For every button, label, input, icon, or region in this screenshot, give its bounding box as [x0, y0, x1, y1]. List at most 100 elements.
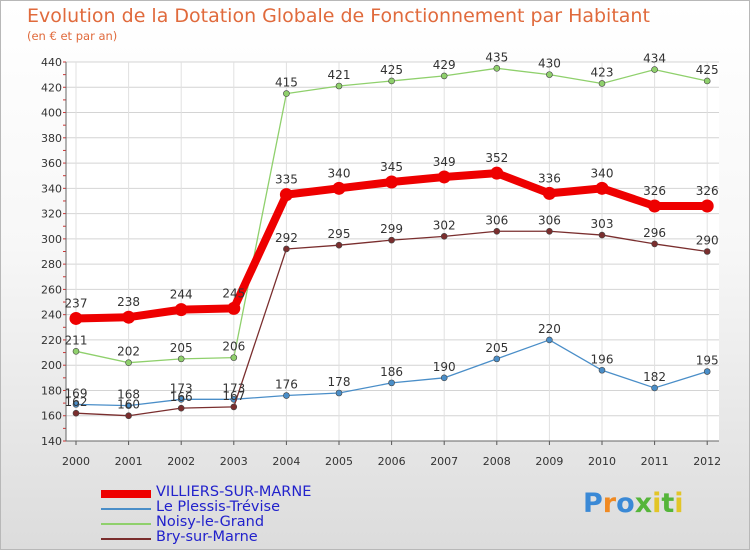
data-label-bry-sur-marne: 299 — [380, 222, 403, 236]
point-noisy-le-grand — [703, 77, 711, 85]
data-label-villiers-sur-marne: 244 — [170, 288, 193, 302]
x-tick-label: 2005 — [325, 455, 353, 468]
x-tick-label: 2006 — [378, 455, 406, 468]
point-noisy-le-grand — [283, 90, 290, 97]
legend-label: VILLIERS-SUR-MARNE — [156, 484, 312, 500]
data-label-noisy-le-grand: 211 — [65, 333, 88, 347]
point-le-plessis-trevise — [651, 384, 658, 392]
data-label-noisy-le-grand: 429 — [433, 58, 456, 72]
y-tick-label: 260 — [41, 283, 62, 296]
point-villiers-sur-marne — [69, 311, 83, 325]
point-bry-sur-marne — [125, 412, 132, 420]
data-label-villiers-sur-marne: 336 — [538, 171, 561, 185]
y-tick-label: 340 — [41, 182, 62, 195]
point-villiers-sur-marne — [595, 181, 609, 195]
point-noisy-le-grand — [177, 355, 185, 363]
data-label-le-plessis-trevise: 176 — [275, 378, 298, 392]
y-tick-label: 420 — [41, 81, 62, 94]
data-label-bry-sur-marne: 306 — [538, 213, 561, 227]
y-tick-label: 400 — [41, 107, 62, 120]
data-label-noisy-le-grand: 425 — [380, 63, 403, 77]
legend-label: Noisy-le-Grand — [156, 514, 265, 530]
legend-swatch — [101, 508, 151, 510]
y-tick-label: 300 — [41, 233, 62, 246]
data-label-villiers-sur-marne: 326 — [696, 184, 719, 198]
data-label-bry-sur-marne: 160 — [117, 398, 140, 412]
data-label-bry-sur-marne: 290 — [696, 234, 719, 248]
data-label-bry-sur-marne: 306 — [485, 213, 508, 227]
data-label-le-plessis-trevise: 190 — [433, 360, 456, 374]
point-noisy-le-grand — [651, 66, 658, 73]
data-label-noisy-le-grand: 205 — [170, 341, 193, 355]
data-label-bry-sur-marne: 167 — [222, 389, 245, 403]
point-villiers-sur-marne — [700, 199, 714, 213]
point-noisy-le-grand — [388, 77, 395, 85]
point-villiers-sur-marne — [437, 170, 451, 184]
point-le-plessis-trevise — [493, 355, 501, 363]
data-label-le-plessis-trevise: 182 — [643, 370, 666, 384]
y-tick-label: 280 — [41, 258, 62, 271]
legend-swatch — [101, 538, 151, 540]
data-label-bry-sur-marne: 303 — [591, 217, 614, 231]
point-le-plessis-trevise — [546, 336, 553, 344]
y-tick-label: 200 — [41, 359, 62, 372]
point-le-plessis-trevise — [335, 389, 343, 397]
point-villiers-sur-marne — [542, 186, 556, 200]
x-tick-label: 2012 — [693, 455, 721, 468]
point-noisy-le-grand — [125, 359, 132, 366]
legend-label: Le Plessis-Trévise — [156, 499, 281, 515]
data-label-bry-sur-marne: 166 — [170, 390, 193, 404]
x-tick-label: 2003 — [220, 455, 248, 468]
data-label-noisy-le-grand: 434 — [643, 52, 666, 66]
point-noisy-le-grand — [598, 80, 606, 87]
y-tick-label: 240 — [41, 309, 62, 322]
point-noisy-le-grand — [335, 82, 343, 90]
data-label-noisy-le-grand: 435 — [485, 50, 508, 64]
x-tick-label: 2008 — [483, 455, 511, 468]
data-label-villiers-sur-marne: 345 — [380, 160, 403, 174]
data-label-le-plessis-trevise: 196 — [591, 352, 614, 366]
y-tick-label: 140 — [41, 435, 62, 448]
point-bry-sur-marne — [230, 403, 238, 411]
point-bry-sur-marne — [72, 409, 80, 417]
point-le-plessis-trevise — [703, 368, 711, 375]
data-label-villiers-sur-marne: 245 — [222, 286, 245, 300]
point-le-plessis-trevise — [72, 401, 80, 408]
y-tick-label: 180 — [41, 384, 62, 397]
y-tick-label: 440 — [41, 56, 62, 69]
point-bry-sur-marne — [335, 241, 343, 249]
point-noisy-le-grand — [493, 65, 501, 72]
point-villiers-sur-marne — [174, 303, 188, 317]
y-tick-label: 360 — [41, 157, 62, 170]
data-label-noisy-le-grand: 202 — [117, 345, 140, 359]
plot-area — [66, 62, 719, 441]
point-le-plessis-trevise — [125, 402, 132, 409]
y-tick-label: 320 — [41, 208, 62, 221]
data-label-noisy-le-grand: 415 — [275, 76, 298, 90]
point-bry-sur-marne — [283, 245, 290, 253]
point-villiers-sur-marne — [332, 181, 346, 195]
data-label-bry-sur-marne: 296 — [643, 226, 666, 240]
data-label-bry-sur-marne: 295 — [328, 227, 351, 241]
point-le-plessis-trevise — [598, 366, 606, 374]
point-villiers-sur-marne — [490, 166, 504, 180]
proxiti-logo: Proxiti — [583, 488, 684, 519]
legend-label: Bry-sur-Marne — [156, 529, 258, 545]
data-label-le-plessis-trevise: 168 — [117, 388, 140, 402]
point-le-plessis-trevise — [440, 374, 448, 382]
data-label-le-plessis-trevise: 169 — [65, 386, 88, 400]
data-label-le-plessis-trevise: 186 — [380, 365, 403, 379]
data-label-le-plessis-trevise: 173 — [222, 381, 245, 395]
point-villiers-sur-marne — [648, 199, 662, 213]
x-tick-label: 2001 — [115, 455, 143, 468]
data-label-le-plessis-trevise: 178 — [328, 375, 351, 389]
x-tick-label: 2011 — [641, 455, 669, 468]
x-tick-label: 2002 — [167, 455, 195, 468]
point-villiers-sur-marne — [385, 175, 399, 189]
data-label-villiers-sur-marne: 237 — [65, 296, 88, 310]
y-tick-label: 380 — [41, 132, 62, 145]
legend-swatch — [101, 490, 151, 498]
x-tick-label: 2007 — [430, 455, 458, 468]
point-bry-sur-marne — [703, 248, 711, 255]
